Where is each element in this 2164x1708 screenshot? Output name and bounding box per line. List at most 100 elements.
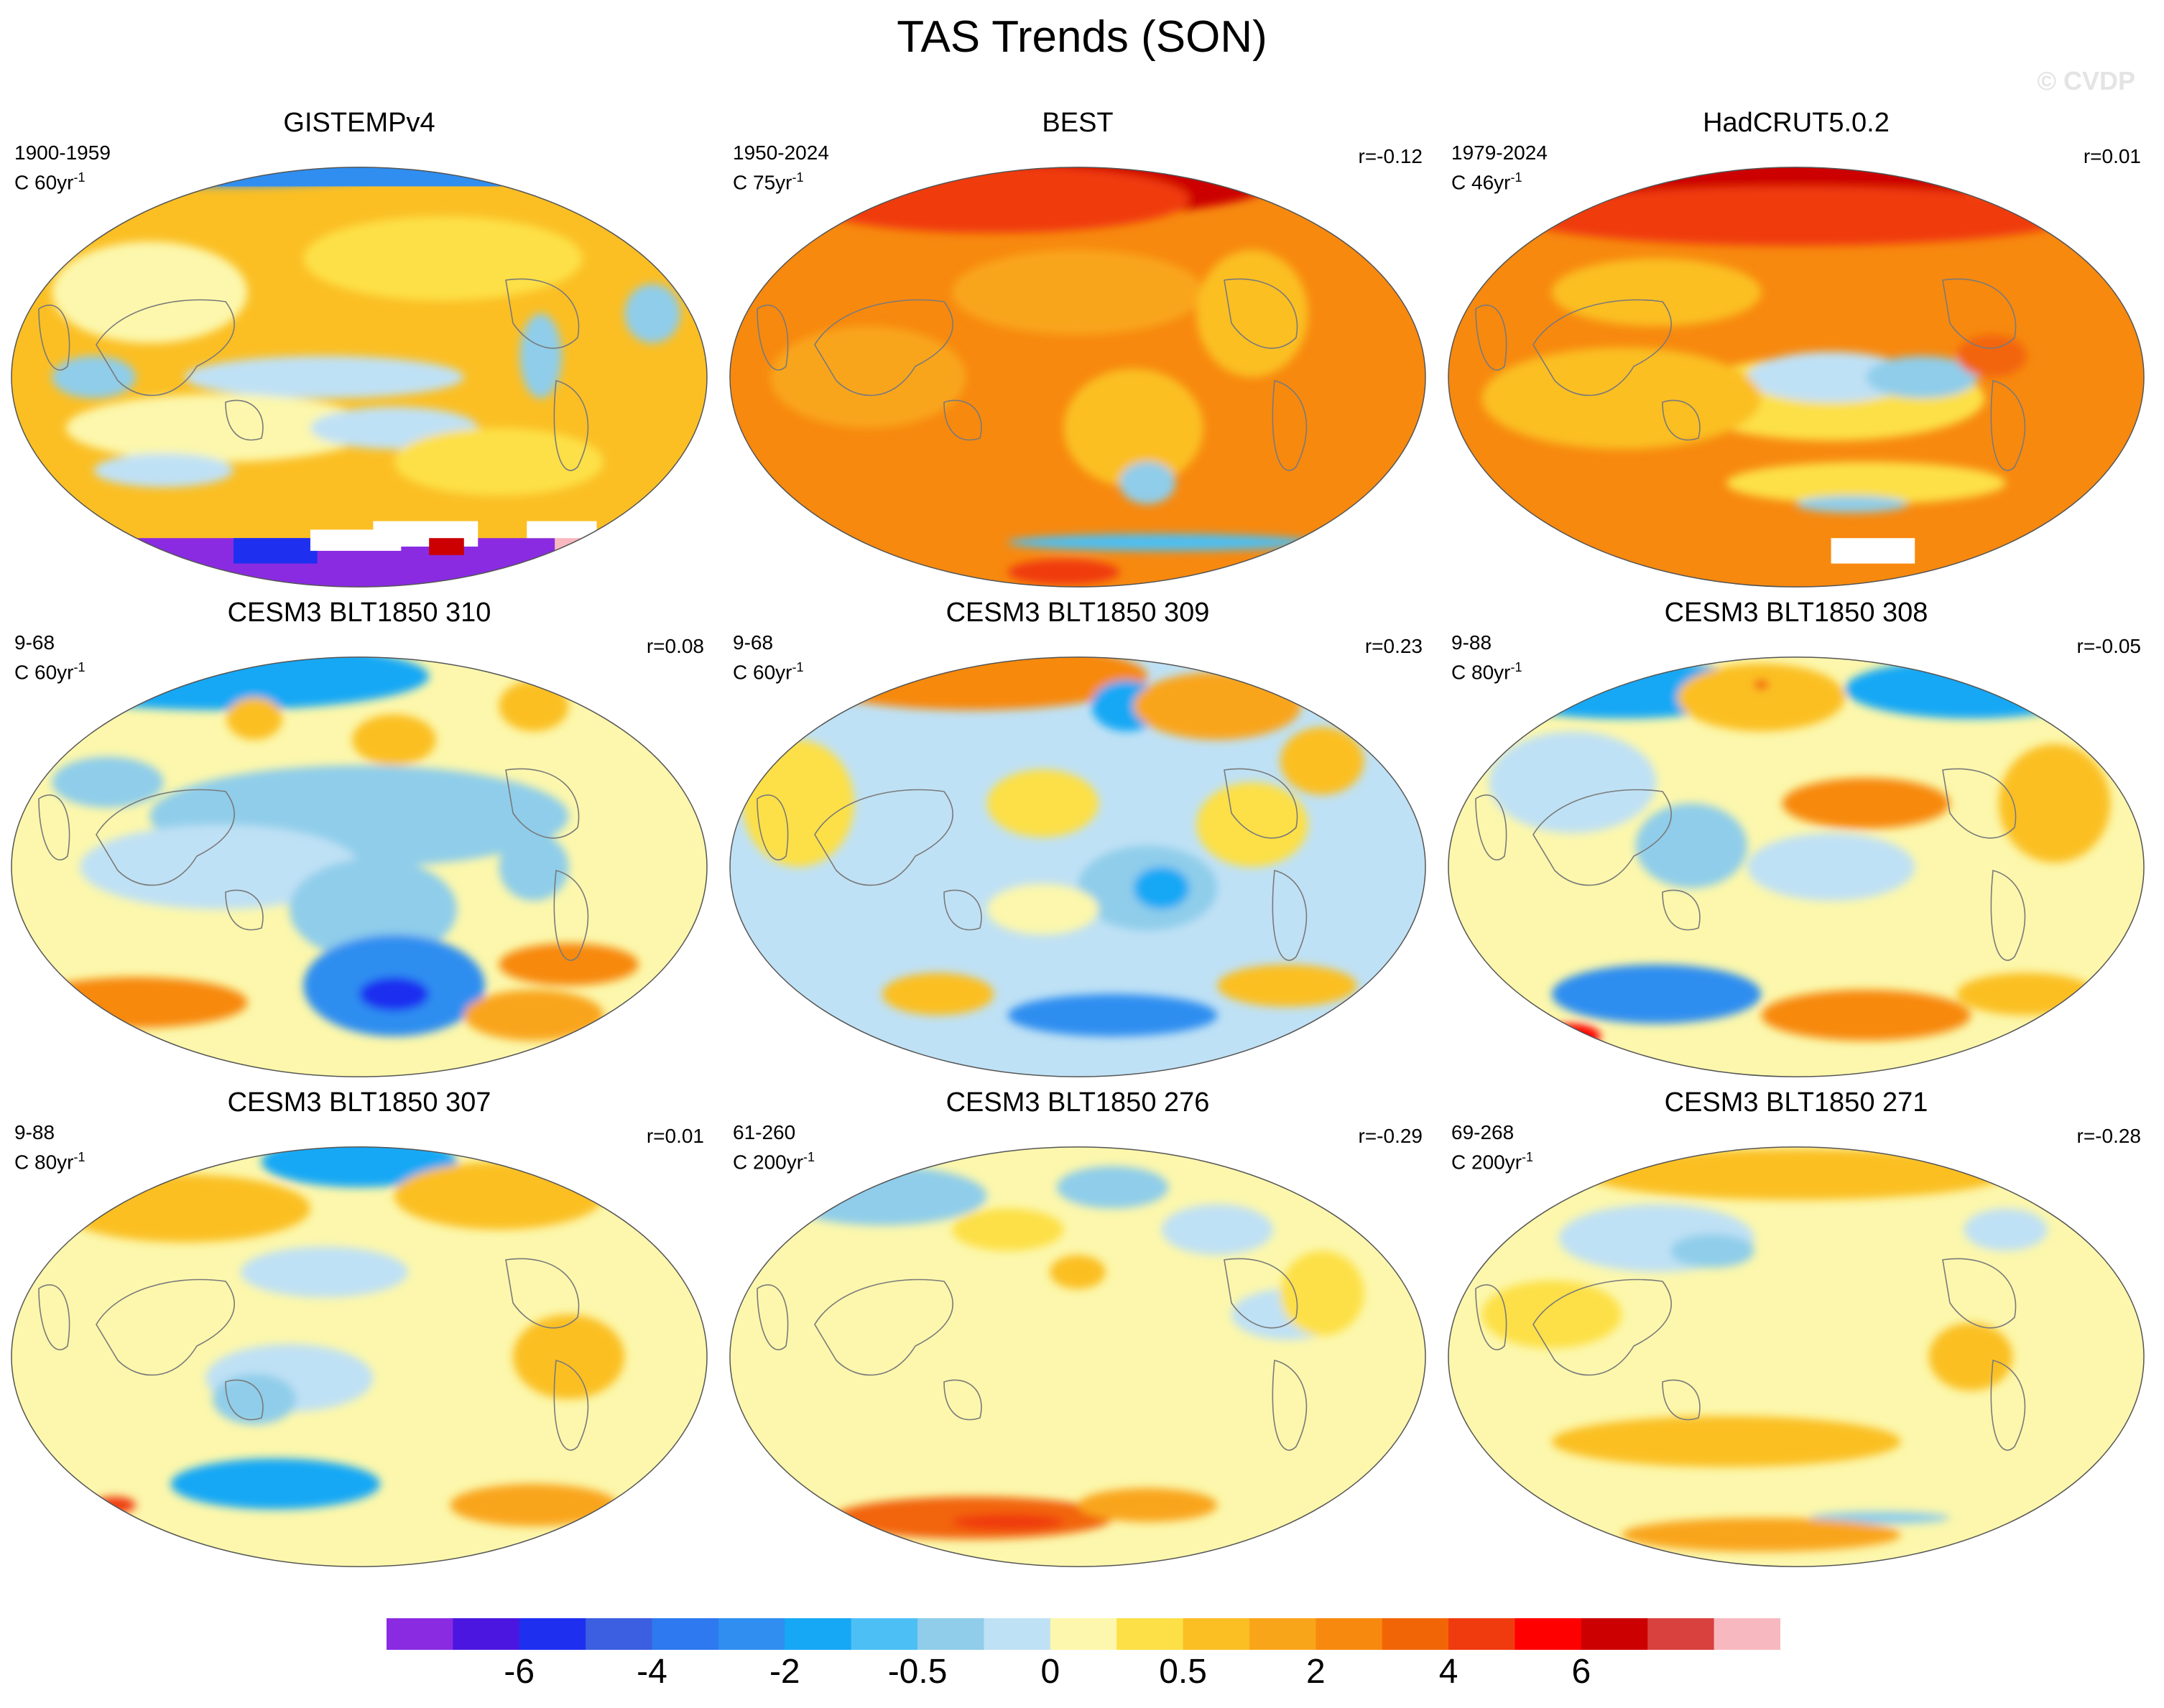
panel-units-exponent: -1 bbox=[792, 170, 804, 185]
map-panel: CESM3 BLT1850 309 9-68 C 60yr-1 r=0.23 bbox=[718, 598, 1437, 1086]
trend-anomaly bbox=[352, 714, 436, 766]
panel-units: C 60yr-1 bbox=[733, 655, 803, 684]
trend-anomaly bbox=[952, 1513, 1064, 1531]
trend-anomaly bbox=[52, 356, 136, 399]
trend-anomaly bbox=[986, 769, 1099, 837]
coastlines bbox=[757, 1258, 1308, 1451]
trend-anomaly bbox=[1007, 534, 1315, 551]
trend-anomaly bbox=[1754, 680, 1769, 690]
panel-period-units: 9-68 C 60yr-1 bbox=[14, 631, 85, 684]
colorbar-swatch bbox=[1183, 1618, 1250, 1650]
panel-correlation: r=0.01 bbox=[646, 1125, 704, 1147]
trend-anomaly bbox=[52, 241, 248, 343]
colorbar-swatch bbox=[453, 1618, 520, 1650]
panel-period: 9-88 bbox=[14, 1121, 55, 1143]
trend-anomaly bbox=[1622, 1518, 1901, 1552]
map-field bbox=[1448, 1146, 2145, 1567]
trend-anomaly bbox=[1551, 1416, 1901, 1467]
trend-anomaly bbox=[770, 326, 966, 428]
map-border bbox=[729, 656, 1426, 1077]
panel-period: 9-68 bbox=[733, 631, 774, 654]
map bbox=[729, 167, 1426, 588]
trend-anomaly bbox=[1586, 1148, 2006, 1200]
panel-units-text: C 80yr bbox=[1451, 661, 1511, 684]
panel-units: C 200yr-1 bbox=[733, 1145, 815, 1174]
colorbar-tick-label: 0.5 bbox=[1159, 1653, 1207, 1691]
panel-correlation: r=-0.29 bbox=[1358, 1125, 1423, 1147]
panel-units-text: C 60yr bbox=[14, 171, 74, 194]
panel-units: C 80yr-1 bbox=[14, 1145, 85, 1174]
panel-period: 69-268 bbox=[1451, 1121, 1515, 1143]
trend-anomaly bbox=[93, 453, 234, 488]
colorbar-tick-label: -2 bbox=[769, 1653, 800, 1691]
colorbar-swatch bbox=[851, 1618, 918, 1650]
colorbar-swatch bbox=[1249, 1618, 1316, 1650]
data-region bbox=[1831, 538, 1915, 564]
trend-anomaly bbox=[1998, 743, 2111, 863]
colorbar-swatch bbox=[652, 1618, 719, 1650]
map bbox=[1448, 167, 2145, 588]
trend-anomaly bbox=[1782, 778, 1950, 829]
panel-correlation: r=-0.12 bbox=[1358, 145, 1423, 167]
panel-units-text: C 200yr bbox=[733, 1151, 804, 1174]
trend-anomaly bbox=[1280, 1250, 1364, 1336]
panel-period: 61-260 bbox=[733, 1121, 796, 1143]
trend-anomaly bbox=[1866, 356, 1978, 399]
trend-anomaly bbox=[170, 1458, 381, 1510]
coastlines bbox=[1475, 1258, 2026, 1451]
trend-anomaly bbox=[1133, 867, 1190, 909]
trend-anomaly bbox=[59, 1174, 310, 1243]
watermark: © CVDP bbox=[2037, 66, 2135, 96]
trend-anomaly bbox=[24, 977, 248, 1029]
coastlines bbox=[757, 278, 1308, 471]
trend-anomaly bbox=[1063, 368, 1203, 488]
trend-anomaly bbox=[1056, 1166, 1169, 1209]
trend-anomaly bbox=[624, 284, 681, 343]
trend-anomaly bbox=[1810, 1511, 1950, 1525]
colorbar-swatch bbox=[984, 1618, 1051, 1650]
colorbar-swatch bbox=[718, 1618, 785, 1650]
trend-anomaly bbox=[394, 427, 604, 496]
map bbox=[729, 656, 1426, 1077]
coastlines bbox=[38, 278, 589, 471]
map-border bbox=[1448, 1146, 2145, 1567]
colorbar-swatch bbox=[1050, 1618, 1117, 1650]
trend-anomaly bbox=[1078, 1487, 1218, 1523]
colorbar-swatch bbox=[1714, 1618, 1780, 1650]
trend-anomaly bbox=[185, 356, 464, 399]
panel-units-exponent: -1 bbox=[1522, 1150, 1534, 1164]
trend-anomaly bbox=[1196, 782, 1308, 867]
trend-anomaly bbox=[1489, 731, 1657, 833]
map-panel: BEST 1950-2024 C 75yr-1 r=-0.12 bbox=[718, 108, 1437, 596]
panel-units: C 75yr-1 bbox=[733, 165, 829, 195]
coastlines bbox=[38, 1258, 589, 1451]
panel-correlation: r=0.08 bbox=[646, 635, 704, 657]
panel-period-units: 9-88 C 80yr-1 bbox=[14, 1120, 85, 1174]
panel-units-text: C 200yr bbox=[1451, 1151, 1522, 1174]
map-border bbox=[729, 167, 1426, 588]
colorbar-tick-label: 0 bbox=[1040, 1653, 1060, 1691]
trend-anomaly bbox=[1956, 973, 2096, 1016]
panel-units-text: C 75yr bbox=[733, 171, 792, 194]
coastlines bbox=[1475, 768, 2026, 961]
trend-anomaly bbox=[1481, 1280, 1622, 1349]
panel-period-units: 9-68 C 60yr-1 bbox=[733, 631, 803, 684]
panel-units-text: C 60yr bbox=[14, 661, 74, 684]
map bbox=[1448, 656, 2145, 1077]
trend-anomaly bbox=[359, 977, 430, 1011]
trend-anomaly bbox=[394, 1161, 604, 1230]
panel-title: GISTEMPv4 bbox=[283, 108, 435, 138]
trend-anomaly bbox=[1196, 250, 1308, 377]
panel-correlation: r=0.23 bbox=[1364, 635, 1423, 657]
colorbar bbox=[387, 1618, 1780, 1650]
trend-anomaly bbox=[519, 313, 562, 399]
trend-anomaly bbox=[212, 1373, 297, 1425]
trend-anomaly bbox=[798, 167, 1190, 233]
map bbox=[1448, 1146, 2145, 1567]
map bbox=[11, 656, 708, 1077]
trend-anomaly bbox=[742, 740, 854, 867]
trend-anomaly bbox=[226, 697, 283, 740]
colorbar-swatch bbox=[1581, 1618, 1648, 1650]
panel-period-units: 1900-1959 C 60yr-1 bbox=[14, 141, 111, 195]
map-border bbox=[1448, 656, 2145, 1077]
